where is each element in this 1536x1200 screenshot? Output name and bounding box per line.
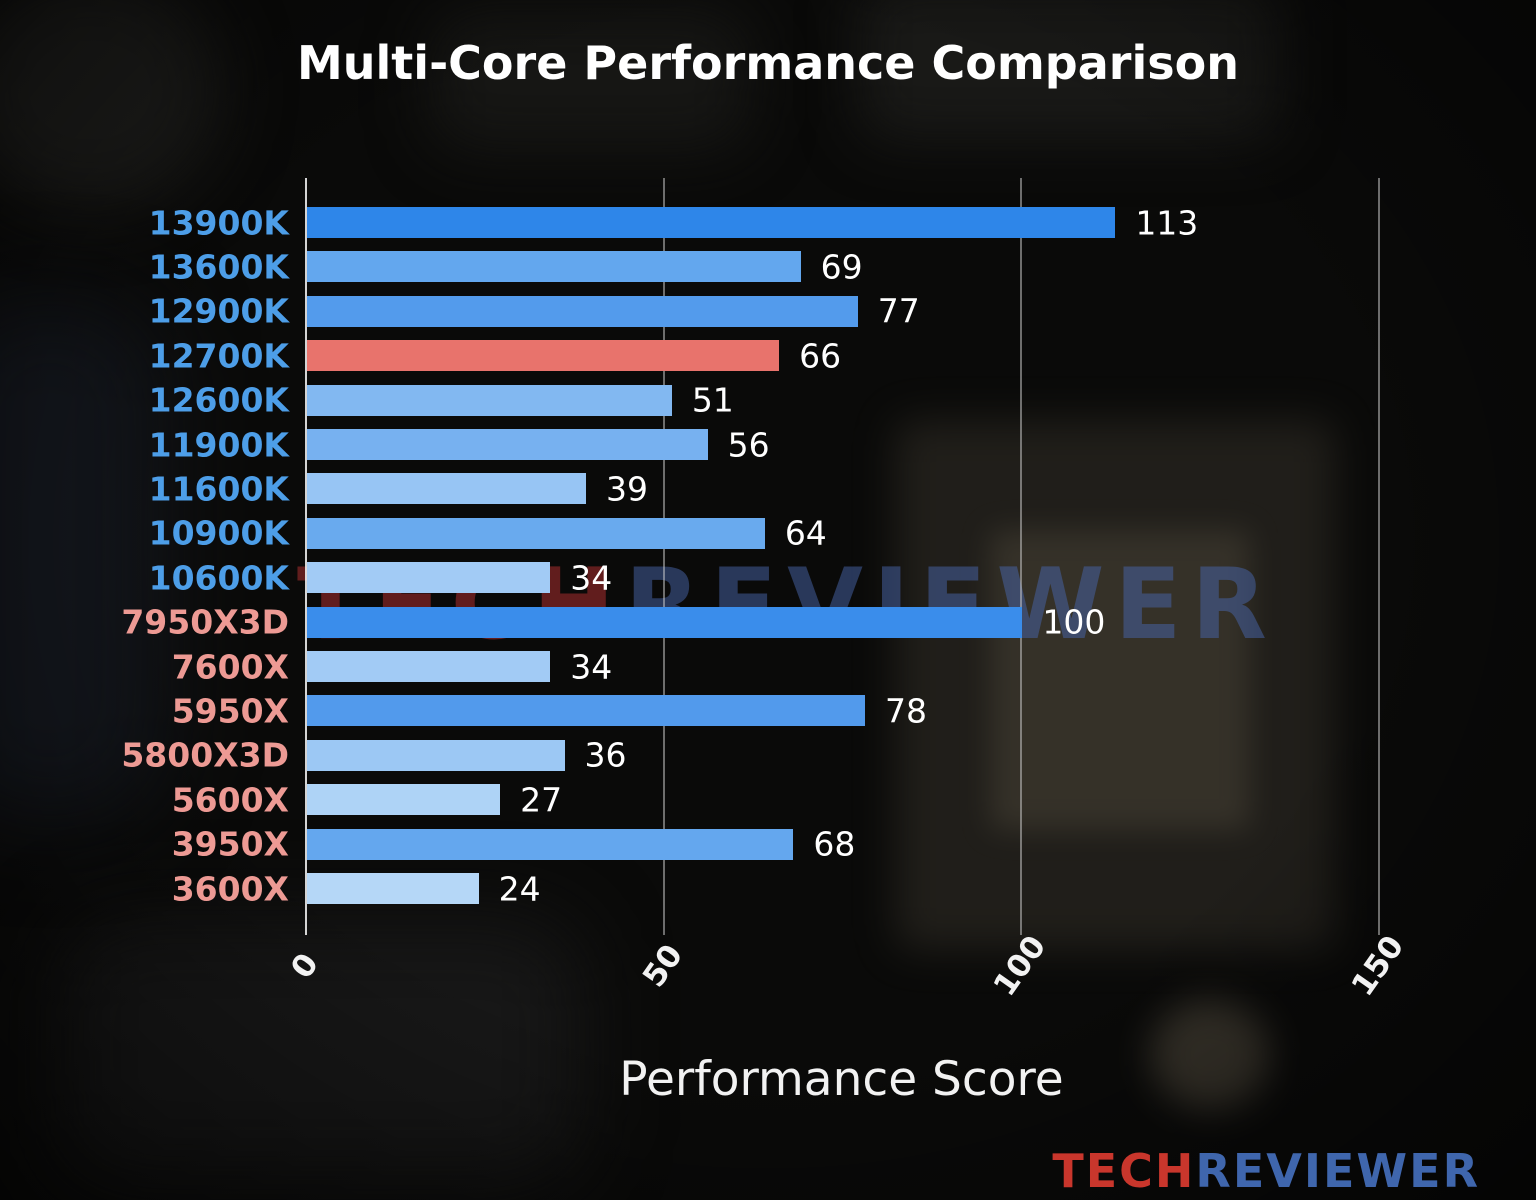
bar [307, 340, 780, 372]
category-label: 12600K [148, 380, 289, 420]
bar [307, 473, 586, 505]
value-label: 51 [691, 380, 734, 420]
bar [307, 651, 551, 682]
bar [307, 207, 1116, 238]
logo-reviewer-text: REVIEWER [1195, 1144, 1480, 1198]
category-label: 11900K [148, 425, 289, 464]
bar [307, 739, 565, 771]
bar-row: 11600K 39 [149, 469, 1378, 508]
bar [307, 251, 801, 283]
value-label: 27 [520, 780, 563, 820]
bar-row: 3950X 68 [172, 825, 1378, 864]
value-label: 39 [605, 469, 648, 509]
bar-row: 12600K 51 [149, 381, 1378, 420]
bar [307, 784, 501, 816]
bar-row: 10600K 34 [149, 558, 1378, 597]
brand-logo: TECHREVIEWER [1052, 1144, 1480, 1198]
gridline [1378, 178, 1380, 935]
category-label: 7600X [171, 647, 289, 686]
bar-row: 5950X 78 [172, 691, 1378, 730]
category-label: 12700K [148, 336, 289, 376]
category-label: 5600X [171, 780, 289, 820]
bar-row: 5600X 27 [172, 780, 1378, 819]
bar-row: 13600K 69 [149, 247, 1378, 286]
y-axis-line [305, 178, 307, 935]
category-label: 3600X [171, 869, 289, 908]
value-label: 69 [820, 247, 863, 287]
x-axis-label: Performance Score [619, 1052, 1064, 1107]
value-label: 77 [877, 291, 920, 331]
bar [307, 606, 1023, 638]
bar [307, 517, 765, 549]
category-label: 5950X [171, 691, 289, 731]
category-label: 7950X3D [121, 602, 289, 642]
bar-row: 7950X3D 100 [121, 603, 1378, 642]
chart-title: Multi-Core Performance Comparison [297, 36, 1239, 90]
value-label: 113 [1135, 203, 1199, 242]
bar [307, 429, 708, 460]
bar [307, 295, 858, 327]
category-label: 10600K [148, 558, 289, 598]
value-label: 100 [1042, 602, 1106, 642]
category-label: 11600K [148, 469, 289, 509]
bar-row: 12900K 77 [149, 292, 1378, 331]
gridline [1020, 178, 1023, 935]
plot-area: 0 50 100 150 13900K 113 13600K 69 12900K 77 12700K… [121, 178, 1411, 1003]
bar [307, 562, 551, 594]
bar [307, 873, 479, 904]
bar [307, 828, 794, 860]
bar-row: 10900K 64 [149, 514, 1378, 553]
value-label: 36 [584, 735, 627, 775]
bar-row: 7600X 34 [172, 647, 1378, 686]
value-label: 34 [570, 558, 613, 598]
value-label: 56 [727, 425, 770, 464]
category-label: 3950X [171, 824, 289, 864]
logo-tech-text: TECH [1052, 1144, 1196, 1198]
bar [307, 695, 865, 727]
bar-row: 12700K 66 [149, 336, 1378, 375]
gridline [662, 178, 665, 935]
category-label: 10900K [148, 513, 289, 553]
bar-row: 5800X3D 36 [121, 736, 1378, 775]
value-label: 66 [799, 336, 842, 376]
value-label: 24 [498, 869, 541, 908]
value-label: 34 [570, 647, 613, 686]
category-label: 12900K [148, 291, 289, 331]
category-label: 5800X3D [121, 735, 289, 775]
category-label: 13900K [148, 203, 289, 242]
value-label: 68 [813, 824, 856, 864]
value-label: 64 [784, 513, 827, 553]
bar [307, 384, 672, 416]
bar-row: 3600X 24 [172, 869, 1378, 908]
bar-row: 11900K 56 [149, 425, 1378, 464]
bar-row: 13900K 113 [149, 203, 1378, 242]
value-label: 78 [884, 691, 927, 731]
category-label: 13600K [148, 247, 289, 287]
